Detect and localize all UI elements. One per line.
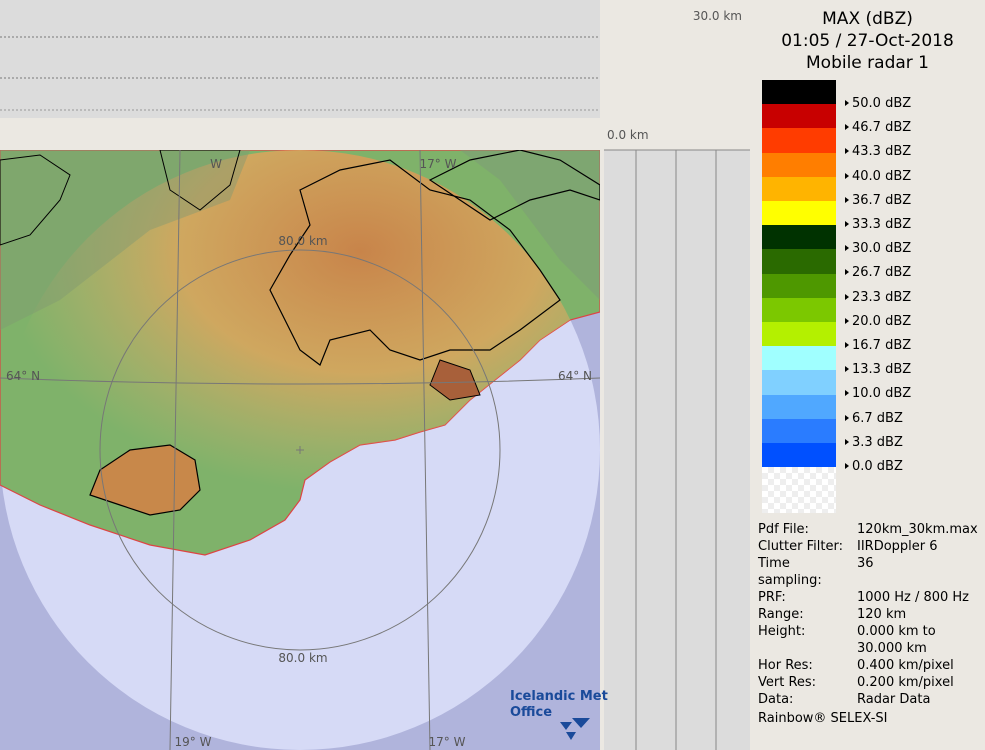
info-value: 120km_30km.max (857, 522, 978, 537)
legend-swatch (762, 467, 836, 514)
info-value: 0.400 km/pixel (857, 658, 954, 673)
info-row: Time sampling: 36 (758, 555, 978, 589)
info-label: Vert Res: (758, 675, 817, 690)
info-row: Data: Radar Data (758, 691, 978, 708)
info-row: Hor Res: 0.400 km/pixel (758, 657, 978, 674)
label: W (210, 157, 222, 171)
radar-map: 30.0 km 0.0 km 80.0 km 80.0 km 17° W W 6… (0, 0, 750, 750)
legend-swatch (762, 128, 836, 154)
info-row: PRF: 1000 Hz / 800 Hz (758, 589, 978, 606)
info-row: Height: 0.000 km to (758, 623, 978, 640)
logo: Office (510, 705, 552, 720)
logo: Icelandic Met (510, 689, 608, 704)
legend-swatch (762, 394, 836, 420)
top-panel (0, 0, 600, 118)
info: Pdf File: 120km_30km.max Clutter Filter: II… (758, 521, 978, 727)
legend-swatch (762, 273, 836, 299)
legend-label: 36.7 dBZ (845, 193, 911, 208)
label: 80.0 km (278, 234, 327, 248)
info-value: 0.200 km/pixel (857, 675, 954, 690)
legend-label: 16.7 dBZ (845, 338, 911, 353)
legend-label: 43.3 dBZ (845, 144, 911, 159)
legend-swatch (762, 104, 836, 130)
legend-label: 26.7 dBZ (845, 265, 911, 280)
info-value: 120 km (857, 607, 907, 622)
legend-swatch (762, 418, 836, 444)
legend-swatch (762, 249, 836, 275)
legend-swatch (762, 176, 836, 202)
legend-swatch (762, 152, 836, 178)
info-label: Time sampling: (758, 556, 822, 588)
legend-label: 50.0 dBZ (845, 96, 911, 111)
label: 0.0 km (607, 128, 649, 142)
info-value: Radar Data (857, 692, 931, 707)
radar-name: Mobile radar 1 (806, 53, 929, 73)
legend-label: 40.0 dBZ (845, 169, 911, 184)
side-panel (604, 150, 750, 750)
label: 30.0 km (693, 9, 742, 23)
info-value: 36 (857, 556, 874, 571)
info-label: Data: (758, 692, 794, 707)
glacier (89, 444, 201, 516)
info-label: Pdf File: (758, 522, 809, 537)
legend-swatch (762, 346, 836, 372)
legend-swatch (762, 322, 836, 347)
legend-label: 46.7 dBZ (845, 120, 911, 135)
legend-swatch (762, 201, 836, 226)
label: 17° W (420, 157, 457, 171)
info-row: Clutter Filter: IIRDoppler 6 (758, 538, 978, 555)
info-row: 30.000 km (758, 640, 978, 657)
legend-panel: MAX (dBZ) 01:05 / 27-Oct-2018 Mobile rad… (750, 0, 985, 750)
legend-label: 30.0 dBZ (845, 241, 911, 256)
time: 01:05 / 27-Oct-2018 (781, 31, 954, 51)
info-label: Hor Res: (758, 658, 813, 673)
range-ring (99, 249, 501, 651)
legend-swatch (762, 443, 836, 468)
legend-swatch (762, 297, 836, 323)
info-spacer (758, 640, 857, 657)
title: MAX (dBZ) (822, 9, 913, 29)
info-value: 1000 Hz / 800 Hz (857, 590, 970, 605)
footer: Rainbow® SELEX-SI (758, 711, 888, 726)
info-value: IIRDoppler 6 (857, 539, 938, 554)
legend-swatch (762, 370, 836, 396)
legend-label: 10.0 dBZ (845, 386, 911, 401)
info-label: Height: (758, 624, 806, 639)
legend-label: 3.3 dBZ (845, 435, 903, 450)
info-label: PRF: (758, 590, 786, 605)
label: 64° N (558, 369, 592, 383)
info-label: Clutter Filter: (758, 539, 843, 554)
legend-label: 20.0 dBZ (845, 314, 911, 329)
label: 17° W (429, 735, 466, 749)
glacier (269, 159, 561, 366)
info-value: 30.000 km (857, 641, 927, 656)
info-label: Range: (758, 607, 804, 622)
legend-label: 6.7 dBZ (845, 411, 903, 426)
info-row: Range: 120 km (758, 606, 978, 623)
legend-swatch (762, 80, 836, 105)
legend-label: 13.3 dBZ (845, 362, 911, 377)
legend-label: 23.3 dBZ (845, 290, 911, 305)
legend-label: 33.3 dBZ (845, 217, 911, 232)
label: 19° W (175, 735, 212, 749)
label: 64° N (6, 369, 40, 383)
info-value: 0.000 km to (857, 624, 936, 639)
legend-label: 0.0 dBZ (845, 459, 903, 474)
legend-swatch (762, 225, 836, 251)
info-row: Vert Res: 0.200 km/pixel (758, 674, 978, 691)
info-row: Pdf File: 120km_30km.max (758, 521, 978, 538)
label: 80.0 km (278, 651, 327, 665)
